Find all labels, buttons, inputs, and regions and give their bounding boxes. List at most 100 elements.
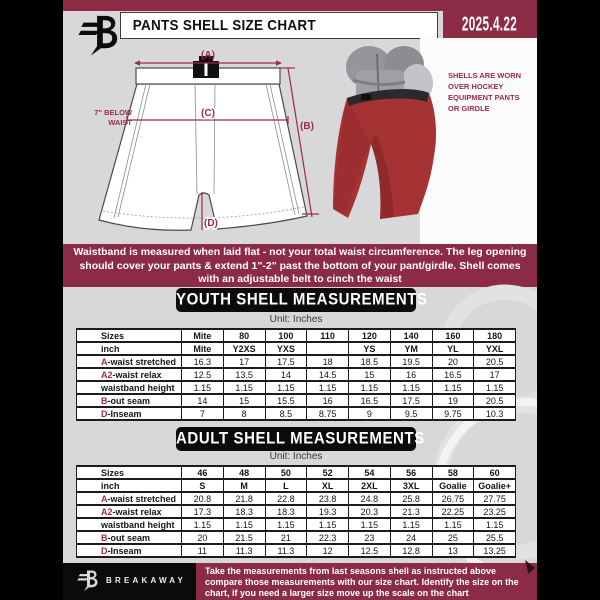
measurement-cell: 23.8 — [306, 491, 349, 506]
measurement-cell: M — [222, 478, 266, 493]
measurement-cell: 8.5 — [264, 406, 308, 421]
measurement-cell: 1.15 — [431, 380, 475, 395]
measurement-cell: 19.5 — [389, 354, 433, 369]
measurement-cell: 180 — [473, 328, 516, 343]
measurement-cell: 25 — [431, 530, 475, 545]
measurement-cell: 9 — [348, 406, 391, 421]
waist-note-line1: 7" BELOW — [94, 108, 133, 117]
measurement-cell: 20.8 — [181, 491, 224, 506]
date-text: 2025.4.22 — [462, 13, 518, 36]
row-label: A2-waist relax — [76, 504, 182, 519]
measurement-cell: XL — [306, 478, 349, 493]
caption-line: OR GIRDLE — [448, 104, 490, 113]
measurement-cell: 11.3 — [222, 543, 266, 558]
measurement-cell: 2XL — [348, 478, 391, 493]
row-label: waistband height — [76, 380, 182, 395]
measurement-cell: 1.15 — [389, 380, 433, 395]
table-row: waistband height 1.15 1.15 1.15 1.15 1.15 1.15… — [76, 517, 516, 532]
table-row: A-waist stretched 20.8 21.8 22.8 23.8 24.8 25.… — [76, 491, 516, 506]
table-row: B-out seam 20 21.5 21 22.3 23 24 25 25.5 — [76, 530, 516, 545]
measurement-cell: 14 — [181, 393, 224, 408]
measurement-cell: 46 — [181, 465, 224, 480]
measurement-cell: 11.3 — [264, 543, 308, 558]
measurement-cell: 15 — [222, 393, 266, 408]
measurement-cell: 20.5 — [473, 393, 516, 408]
measurement-cell: 1.15 — [348, 517, 391, 532]
hem-dashed-line — [102, 206, 305, 219]
measurement-cell: 1.15 — [222, 517, 266, 532]
measurement-lines — [126, 62, 319, 230]
adult-measurements-table: Sizes 46 48 50 52 54 56 58 60 inch S M L XL 2XL 3XL Goal… — [76, 465, 516, 558]
footer-instructions: Take the measurements from last seasons … — [196, 563, 537, 600]
measurement-cell: 16 — [389, 367, 433, 382]
measurement-cell: Mite — [181, 341, 224, 356]
measurement-cell: Y2XS — [222, 341, 266, 356]
measurement-cell: 56 — [389, 465, 433, 480]
measurement-cell: 21.3 — [389, 504, 433, 519]
pants-measurement-diagram: (A) (C) (B) (D) 7" BELOW WAIST — [94, 50, 319, 231]
red-shell — [333, 89, 437, 219]
measurement-cell: 1.15 — [348, 380, 391, 395]
seam-lines — [113, 83, 300, 219]
adult-banner-title: ADULT SHELL MEASUREMENTS — [176, 428, 425, 448]
measurement-cell: 12 — [306, 543, 349, 558]
row-label: D-Inseam — [76, 543, 182, 558]
table-row: D-Inseam 7 8 8.5 8.75 9 9.5 9.75 10.3 — [76, 406, 516, 421]
table-row: Sizes Mite 80 100 110 120 140 160 180 — [76, 328, 516, 343]
measurement-cell: YXL — [473, 341, 516, 356]
measurement-cell: 17.3 — [181, 504, 224, 519]
shell-caption: SHELLS ARE WORN OVER HOCKEY EQUIPMENT PA… — [448, 70, 534, 114]
youth-banner-title: YOUTH SHELL MEASUREMENTS — [176, 289, 428, 309]
row-label: inch — [76, 341, 182, 356]
measurement-cell: 17.5 — [389, 393, 433, 408]
measurement-cell: 1.15 — [306, 380, 349, 395]
table-row: inch Mite Y2XS YXS YS YM YL YXL — [76, 341, 516, 356]
measurement-cell: 20 — [181, 530, 224, 545]
youth-unit-label: Unit: Inches — [269, 314, 323, 325]
row-label: inch — [76, 478, 182, 493]
measurement-cell: 25.8 — [389, 491, 433, 506]
measurement-cell: 16.5 — [431, 367, 475, 382]
measurement-cell: 19.3 — [306, 504, 349, 519]
measurement-cell: 140 — [389, 328, 433, 343]
table-row: D-Inseam 11 11.3 11.3 12 12.5 12.8 13 13.25 — [76, 543, 516, 558]
measurement-cell: YS — [348, 341, 391, 356]
measurement-cell: 21.8 — [222, 491, 266, 506]
measurement-cell: 18.3 — [222, 504, 266, 519]
measurement-cell: 25.5 — [473, 530, 516, 545]
row-label: B-out seam — [76, 530, 182, 545]
measurement-cell: 22.8 — [264, 491, 308, 506]
measurement-cell: YL — [431, 341, 475, 356]
measurement-cell: 13.25 — [473, 543, 516, 558]
page: PANTS SHELL SIZE CHART 2025.4.22 — [63, 0, 537, 600]
arrowheads — [134, 60, 282, 66]
measurement-cell: 1.15 — [306, 517, 349, 532]
table-row: A-waist stretched 16.3 17 17.5 18 18.5 19.5 20 2… — [76, 354, 516, 369]
measurement-cell: 52 — [306, 465, 349, 480]
measurement-cell: 14 — [264, 367, 308, 382]
row-label: A2-waist relax — [76, 367, 182, 382]
measurement-cell: 19 — [431, 393, 475, 408]
page-title-box: PANTS SHELL SIZE CHART — [120, 12, 438, 39]
date-badge: 2025.4.22 — [443, 11, 537, 39]
measurement-cell: YM — [389, 341, 433, 356]
footer-brand-name: BREAKAWAY — [106, 576, 187, 585]
caption-line: EQUIPMENT PANTS — [448, 93, 520, 102]
measurement-cell: 60 — [473, 465, 516, 480]
waistband-notice: Waistband is measured when laid flat - n… — [63, 244, 537, 287]
measurement-cell: 21 — [264, 530, 308, 545]
measurement-cell: 1.15 — [222, 380, 266, 395]
measurement-cell: 17 — [473, 367, 516, 382]
measurement-cell: 21.5 — [222, 530, 266, 545]
photo-background-panel — [420, 38, 537, 244]
measurement-cell: 15 — [348, 367, 391, 382]
youth-measurements-table: Sizes Mite 80 100 110 120 140 160 180 inch Mite Y2X… — [76, 328, 516, 421]
table-row: A2-waist relax 12.5 13.5 14 14.5 15 16 16.5 17 — [76, 367, 516, 382]
measurement-cell: 10.3 — [473, 406, 516, 421]
measurement-cell: 23 — [348, 530, 391, 545]
caption-line: SHELLS ARE WORN — [448, 71, 522, 80]
measurement-cell: 27.75 — [473, 491, 516, 506]
measurement-cell: 1.15 — [181, 517, 224, 532]
label-c: (C) — [201, 108, 215, 119]
measurement-cell: 11 — [181, 543, 224, 558]
